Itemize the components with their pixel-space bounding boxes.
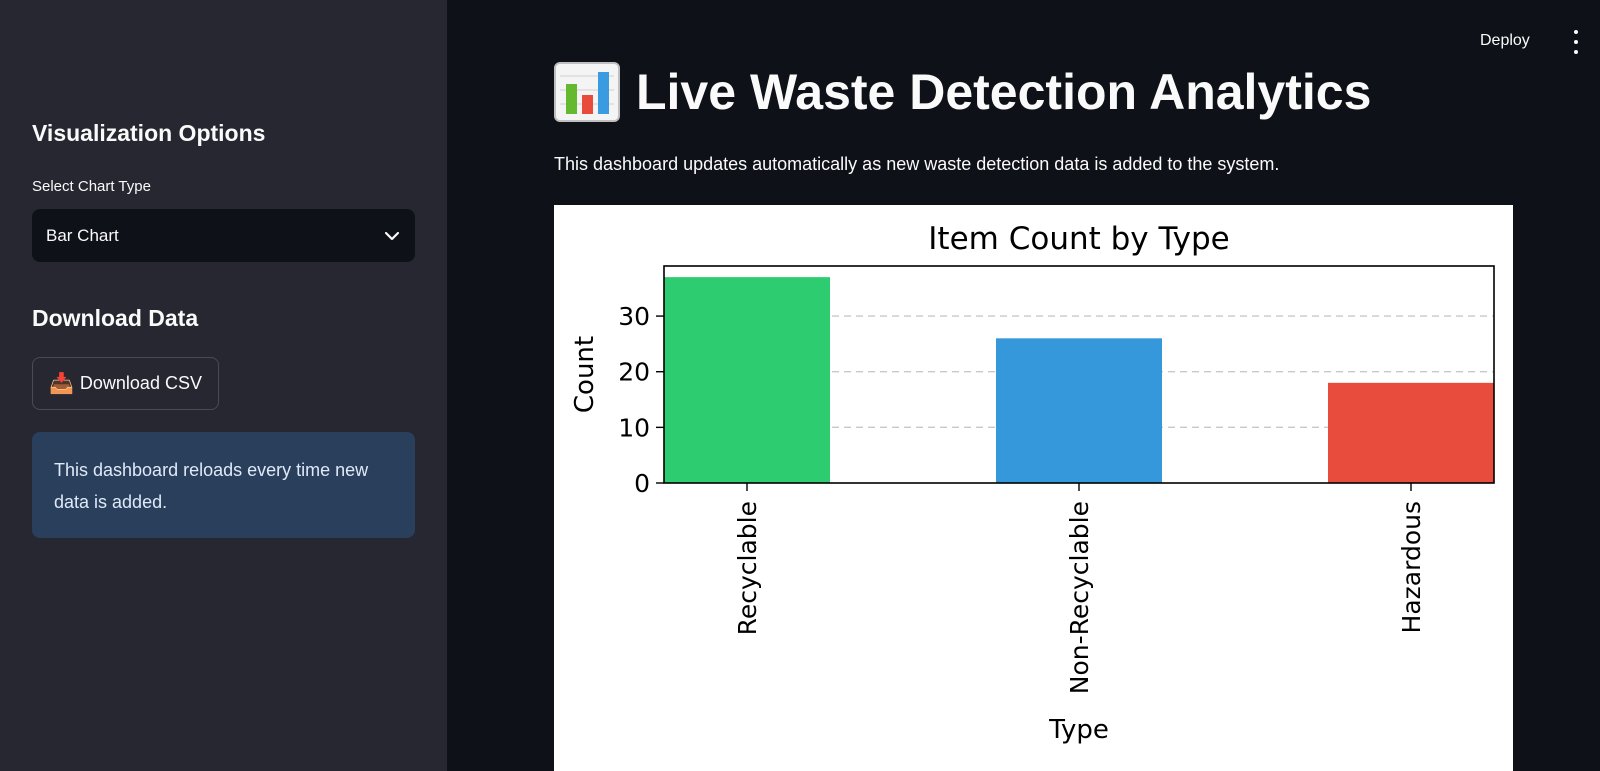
y-tick-label: 30 (618, 302, 650, 331)
chevron-down-icon (383, 227, 401, 245)
chart-title: Item Count by Type (928, 221, 1229, 257)
download-data-heading: Download Data (32, 305, 199, 331)
y-axis-label: Count (570, 336, 600, 413)
inbox-tray-icon: 📥 (49, 372, 74, 395)
page-subtitle: This dashboard updates automatically as … (554, 154, 1280, 174)
sidebar: Visualization Options Select Chart Type … (0, 0, 447, 771)
y-tick-label: 10 (618, 413, 650, 442)
x-tick-label: Recyclable (733, 501, 762, 635)
download-csv-label: Download CSV (79, 373, 202, 393)
page-title: Live Waste Detection Analytics (554, 62, 1371, 122)
x-tick-label: Non-Recyclable (1065, 501, 1094, 694)
info-alert-text: This dashboard reloads every time new da… (54, 460, 369, 512)
chart-type-selected-value: Bar Chart (46, 225, 119, 245)
y-tick-label: 20 (618, 358, 650, 387)
chart-type-select[interactable]: Bar Chart (32, 209, 415, 262)
chart-type-label: Select Chart Type (32, 178, 151, 195)
bar-hazardous (1328, 382, 1494, 483)
download-csv-button[interactable]: 📥 Download CSV (32, 357, 219, 410)
page-title-text: Live Waste Detection Analytics (636, 64, 1372, 120)
bar-recyclable (664, 277, 830, 483)
x-axis-label: Type (1048, 715, 1109, 745)
bar-non-recyclable (996, 338, 1162, 483)
main-menu-icon[interactable] (1568, 30, 1584, 54)
info-alert: This dashboard reloads every time new da… (32, 432, 415, 538)
bar-chart: 0 10 20 30 Recyclable Non-Recyclable Hazardous… (570, 221, 1495, 745)
deploy-button[interactable]: Deploy (1474, 28, 1536, 54)
bar-chart-icon (554, 62, 620, 122)
y-tick-label: 0 (634, 469, 650, 498)
x-tick-label: Hazardous (1397, 501, 1426, 633)
visualization-options-heading: Visualization Options (32, 120, 266, 146)
chart-container: 0 10 20 30 Recyclable Non-Recyclable Hazardous… (554, 205, 1513, 771)
